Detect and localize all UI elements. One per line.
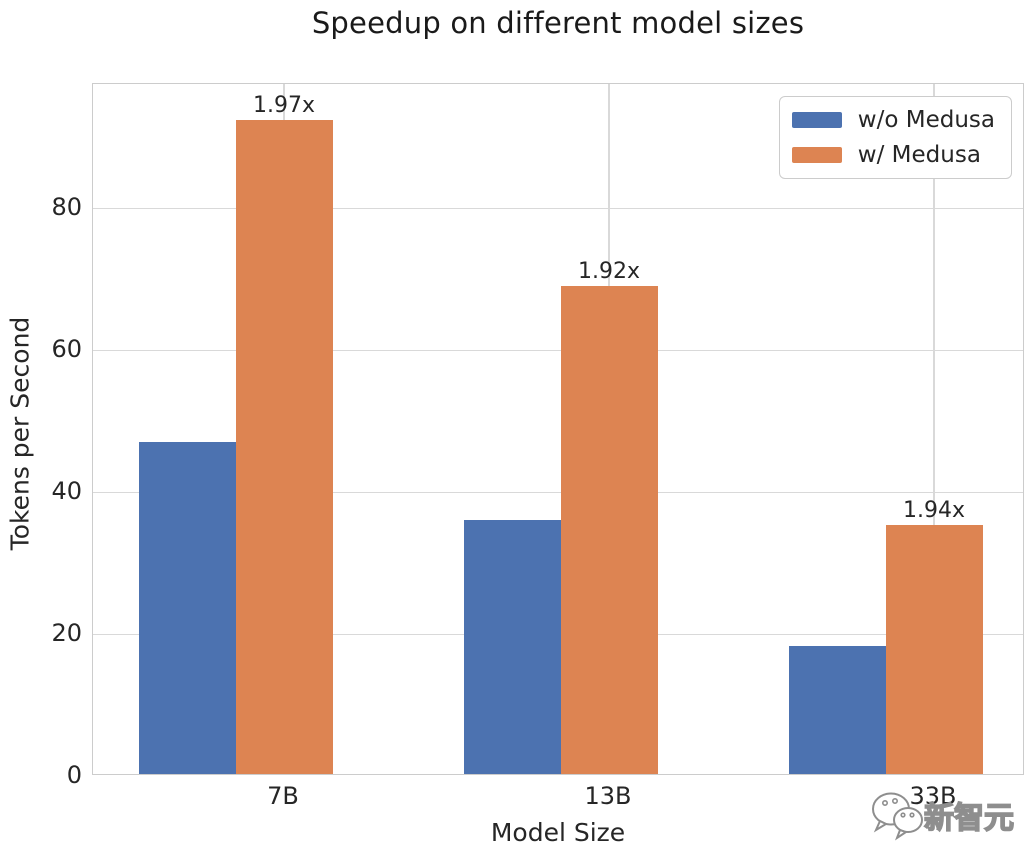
legend-swatch xyxy=(791,147,842,163)
watermark: 新智元 xyxy=(864,784,1024,852)
wechat-icon: 新智元 xyxy=(872,792,1015,841)
legend-label: w/o Medusa xyxy=(857,107,995,133)
legend: w/o Medusa w/ Medusa xyxy=(778,96,1012,179)
bar-13B-with-medusa xyxy=(560,285,658,774)
bar-annotation: 1.97x xyxy=(252,92,315,118)
gridline-horizontal xyxy=(93,350,1023,352)
legend-item: w/o Medusa xyxy=(791,107,995,133)
y-tick-label: 40 xyxy=(51,477,82,506)
x-axis-label: Model Size xyxy=(490,818,626,847)
x-tick-label: 33B xyxy=(909,782,957,810)
y-axis-label: Tokens per Second xyxy=(5,316,35,551)
bar-33B-without-medusa xyxy=(788,645,886,774)
y-tick-label: 80 xyxy=(51,193,82,222)
y-tick-label: 0 xyxy=(66,761,82,789)
bar-annotation: 1.94x xyxy=(902,497,965,523)
legend-item: w/ Medusa xyxy=(791,142,995,168)
bar-33B-with-medusa xyxy=(885,524,983,774)
gridline-horizontal xyxy=(93,492,1023,494)
watermark-text: 新智元 xyxy=(924,801,1014,836)
x-tick-label: 7B xyxy=(267,782,299,810)
plot-area: 1.97x 1.92x 1.94x w/o Medusa w/ Medusa xyxy=(92,83,1024,775)
bar-7B-with-medusa xyxy=(235,119,333,774)
bar-7B-without-medusa xyxy=(138,441,236,774)
bar-annotation: 1.92x xyxy=(577,258,640,284)
legend-swatch xyxy=(791,112,842,128)
bar-13B-without-medusa xyxy=(463,519,561,774)
chart-title: Speedup on different model sizes xyxy=(311,6,805,40)
gridline-horizontal xyxy=(93,208,1023,210)
x-tick-label: 13B xyxy=(584,782,632,810)
y-tick-label: 60 xyxy=(51,335,82,364)
legend-label: w/ Medusa xyxy=(857,142,981,168)
y-tick-label: 20 xyxy=(51,619,82,648)
gridline-vertical xyxy=(933,84,935,774)
